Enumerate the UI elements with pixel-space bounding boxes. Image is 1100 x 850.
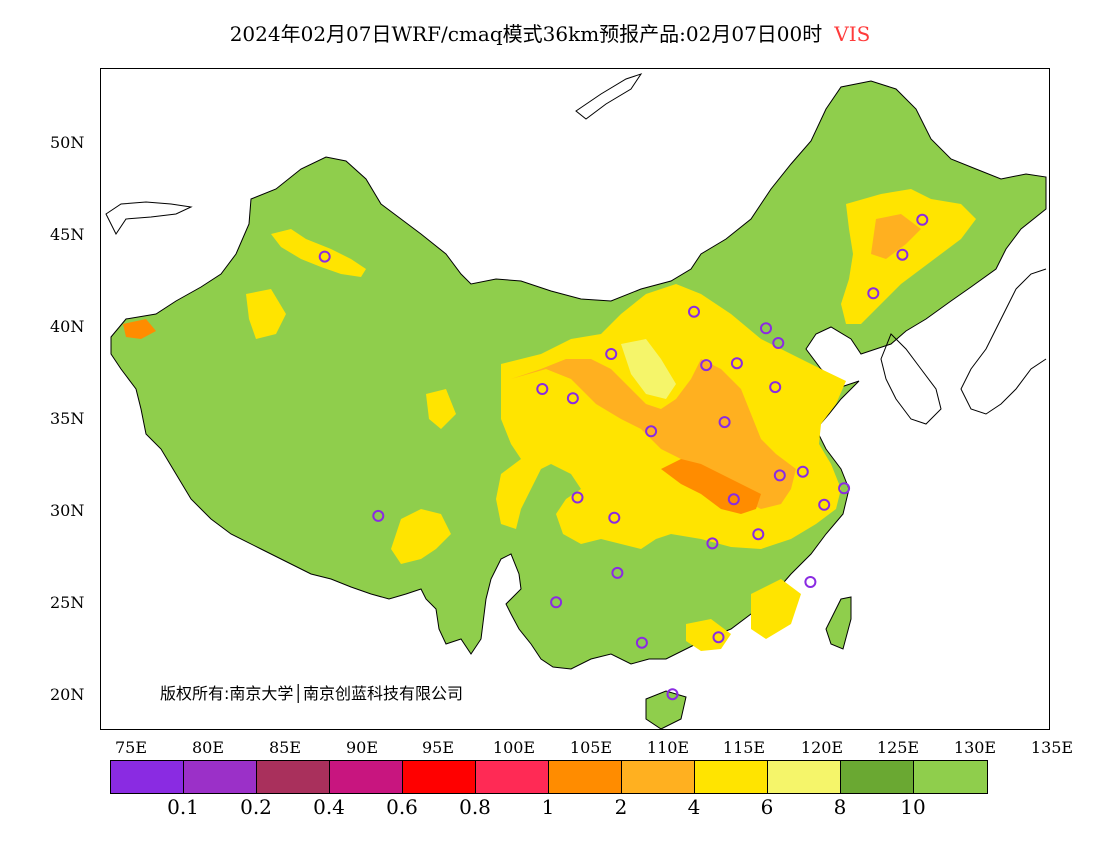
station-marker xyxy=(796,465,809,478)
station-marker xyxy=(772,337,785,349)
station-marker xyxy=(896,248,909,261)
legend-swatch xyxy=(403,761,476,793)
lon-tick-label: 80E xyxy=(191,738,225,757)
station-marker xyxy=(608,511,621,524)
lon-tick-label: 120E xyxy=(800,738,844,757)
station-marker xyxy=(611,566,624,579)
station-marker xyxy=(666,688,679,701)
station-marker xyxy=(700,359,713,372)
lat-tick-label: 25N xyxy=(50,593,85,612)
lat-tick-label: 20N xyxy=(50,685,85,704)
legend-label: 8 xyxy=(833,795,847,819)
lat-tick-label: 30N xyxy=(50,501,85,520)
visibility-contours xyxy=(123,189,976,651)
legend-label: 10 xyxy=(900,795,926,819)
station-marker xyxy=(727,493,740,506)
station-marker xyxy=(372,509,385,522)
lon-tick-label: 100E xyxy=(492,738,536,757)
title-main: 2024年02月07日WRF/cmaq模式36km预报产品:02月07日00时 xyxy=(229,22,823,46)
station-marker xyxy=(605,348,618,360)
station-marker xyxy=(318,250,331,263)
lon-tick-label: 75E xyxy=(114,738,148,757)
chart-title: 2024年02月07日WRF/cmaq模式36km预报产品:02月07日00时 V… xyxy=(0,18,1100,47)
lon-tick-label: 115E xyxy=(722,738,766,757)
station-marker xyxy=(712,631,725,644)
map-frame xyxy=(100,68,1050,730)
legend-swatch xyxy=(841,761,914,793)
station-marker xyxy=(635,636,648,649)
station-marker xyxy=(867,287,880,300)
legend-swatch xyxy=(914,761,987,793)
korea-coastline xyxy=(880,333,942,425)
legend-label: 0.8 xyxy=(459,795,491,819)
station-marker xyxy=(536,383,549,395)
legend-swatch xyxy=(111,761,184,793)
legend-swatch xyxy=(549,761,622,793)
station-marker xyxy=(706,537,719,550)
legend-swatch xyxy=(330,761,403,793)
legend-swatch xyxy=(622,761,695,793)
lon-tick-label: 90E xyxy=(345,738,379,757)
lon-tick-label: 125E xyxy=(876,738,920,757)
japan-coastline xyxy=(960,268,1047,415)
lon-tick-label: 135E xyxy=(1030,738,1074,757)
map-canvas xyxy=(105,73,1047,729)
station-marker xyxy=(571,491,584,504)
station-marker xyxy=(773,469,786,482)
color-legend xyxy=(110,760,988,794)
station-marker xyxy=(566,392,579,405)
station-marker xyxy=(718,416,731,429)
lat-tick-label: 50N xyxy=(50,133,85,152)
station-marker xyxy=(752,528,765,541)
lon-tick-label: 110E xyxy=(646,738,690,757)
station-marker xyxy=(550,596,563,609)
station-marker xyxy=(760,322,772,335)
legend-label: 6 xyxy=(760,795,774,819)
legend-label: 0.1 xyxy=(167,795,199,819)
station-marker xyxy=(769,381,782,394)
lat-tick-label: 45N xyxy=(50,225,85,244)
lon-tick-label: 95E xyxy=(421,738,455,757)
legend-label: 0.2 xyxy=(240,795,272,819)
station-marker xyxy=(804,576,817,588)
legend-swatch xyxy=(768,761,841,793)
lat-tick-label: 40N xyxy=(50,317,85,336)
hainan-island xyxy=(645,690,687,729)
lon-tick-label: 105E xyxy=(569,738,613,757)
station-marker xyxy=(645,425,658,438)
legend-label: 0.6 xyxy=(386,795,418,819)
title-variable: VIS xyxy=(834,22,871,46)
legend-label: 2 xyxy=(614,795,628,819)
kazakh-lake xyxy=(105,201,193,235)
legend-swatch xyxy=(695,761,768,793)
copyright-notice: 版权所有:南京大学│南京创蓝科技有限公司 xyxy=(160,684,464,703)
station-marker xyxy=(916,213,929,226)
legend-label: 1 xyxy=(541,795,555,819)
legend-swatch xyxy=(184,761,257,793)
lon-tick-label: 85E xyxy=(268,738,302,757)
station-marker xyxy=(688,305,700,318)
legend-label: 0.4 xyxy=(313,795,345,819)
lat-tick-label: 35N xyxy=(50,409,85,428)
taiwan-island xyxy=(825,596,852,650)
legend-label: 4 xyxy=(687,795,701,819)
station-marker xyxy=(818,498,831,511)
legend-swatch xyxy=(257,761,330,793)
lon-tick-label: 130E xyxy=(953,738,997,757)
lake-baikal-outline xyxy=(575,73,643,120)
legend-swatch xyxy=(476,761,549,793)
station-marker xyxy=(730,357,743,370)
station-marker xyxy=(838,482,851,495)
station-markers xyxy=(318,213,929,701)
